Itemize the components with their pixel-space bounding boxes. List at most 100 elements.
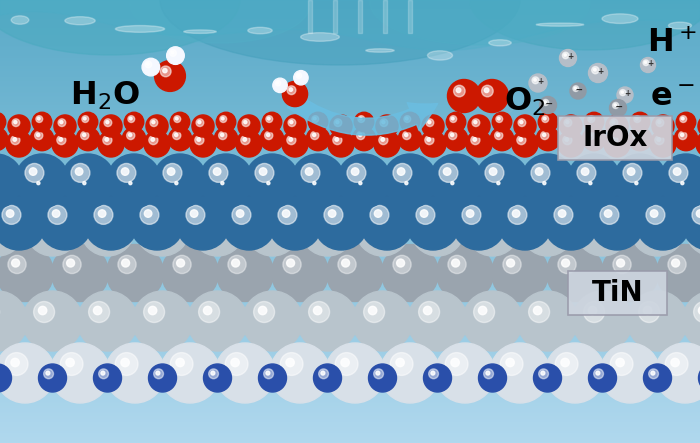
Ellipse shape — [463, 220, 503, 232]
Circle shape — [231, 358, 239, 367]
Circle shape — [643, 60, 649, 66]
Circle shape — [127, 132, 135, 140]
Ellipse shape — [403, 138, 421, 143]
Circle shape — [596, 371, 600, 375]
Ellipse shape — [357, 138, 374, 143]
Circle shape — [631, 202, 685, 256]
Ellipse shape — [496, 121, 511, 125]
Circle shape — [287, 86, 296, 95]
Circle shape — [506, 358, 514, 367]
Circle shape — [176, 117, 178, 120]
Circle shape — [381, 183, 388, 190]
Circle shape — [259, 168, 267, 175]
Circle shape — [0, 176, 7, 198]
Circle shape — [594, 369, 603, 379]
Circle shape — [71, 163, 90, 183]
Circle shape — [547, 245, 603, 302]
Circle shape — [360, 196, 414, 250]
Circle shape — [627, 168, 635, 175]
Circle shape — [218, 132, 227, 140]
Circle shape — [491, 245, 549, 302]
Circle shape — [567, 154, 621, 208]
Circle shape — [130, 117, 132, 120]
Circle shape — [167, 47, 184, 64]
Circle shape — [382, 185, 385, 187]
Ellipse shape — [35, 138, 52, 143]
Circle shape — [416, 206, 435, 224]
Circle shape — [555, 353, 578, 375]
Circle shape — [607, 179, 627, 199]
Circle shape — [561, 259, 570, 267]
Ellipse shape — [519, 125, 535, 130]
Circle shape — [160, 66, 171, 77]
Ellipse shape — [539, 377, 560, 383]
Circle shape — [129, 182, 132, 185]
Ellipse shape — [337, 370, 382, 383]
Circle shape — [654, 136, 664, 145]
Circle shape — [671, 358, 679, 367]
Circle shape — [0, 127, 8, 151]
Circle shape — [482, 85, 494, 97]
Ellipse shape — [449, 138, 466, 143]
Circle shape — [25, 163, 44, 183]
Circle shape — [336, 185, 339, 187]
Circle shape — [152, 120, 155, 124]
Circle shape — [540, 97, 557, 113]
Circle shape — [222, 196, 276, 250]
Circle shape — [285, 179, 305, 199]
Circle shape — [657, 183, 664, 190]
Ellipse shape — [36, 121, 51, 125]
Ellipse shape — [242, 125, 259, 130]
Ellipse shape — [404, 121, 419, 125]
Circle shape — [589, 63, 608, 82]
Circle shape — [160, 343, 220, 403]
Circle shape — [105, 343, 165, 403]
Circle shape — [289, 88, 293, 91]
Ellipse shape — [26, 178, 66, 190]
Circle shape — [565, 138, 568, 141]
Circle shape — [584, 302, 605, 323]
Ellipse shape — [154, 377, 175, 383]
Circle shape — [410, 202, 465, 256]
Ellipse shape — [358, 186, 374, 191]
Circle shape — [147, 179, 167, 199]
Circle shape — [611, 183, 617, 190]
Circle shape — [255, 163, 274, 183]
Circle shape — [425, 136, 434, 145]
Ellipse shape — [555, 220, 595, 232]
Circle shape — [536, 127, 560, 151]
Circle shape — [63, 255, 81, 274]
Circle shape — [244, 120, 247, 124]
Circle shape — [356, 202, 410, 256]
Circle shape — [60, 120, 63, 124]
Circle shape — [169, 50, 176, 56]
Circle shape — [307, 127, 330, 151]
Circle shape — [583, 176, 605, 198]
Circle shape — [125, 112, 144, 132]
Circle shape — [123, 176, 145, 198]
Circle shape — [479, 364, 507, 392]
Circle shape — [532, 77, 539, 84]
FancyBboxPatch shape — [568, 271, 667, 315]
Circle shape — [515, 179, 535, 199]
Circle shape — [336, 120, 339, 124]
Circle shape — [0, 196, 46, 250]
Circle shape — [477, 213, 493, 229]
Ellipse shape — [149, 143, 169, 148]
Circle shape — [321, 371, 325, 375]
Circle shape — [328, 131, 354, 157]
Circle shape — [451, 133, 454, 136]
Circle shape — [600, 343, 660, 403]
Circle shape — [170, 112, 190, 132]
Circle shape — [34, 132, 43, 140]
Circle shape — [671, 259, 680, 267]
Circle shape — [558, 255, 576, 274]
Circle shape — [424, 306, 432, 315]
Circle shape — [199, 154, 253, 208]
Circle shape — [14, 120, 17, 124]
Circle shape — [424, 364, 452, 392]
Circle shape — [367, 213, 383, 229]
Ellipse shape — [3, 220, 43, 232]
Circle shape — [655, 343, 700, 403]
Circle shape — [284, 115, 306, 137]
